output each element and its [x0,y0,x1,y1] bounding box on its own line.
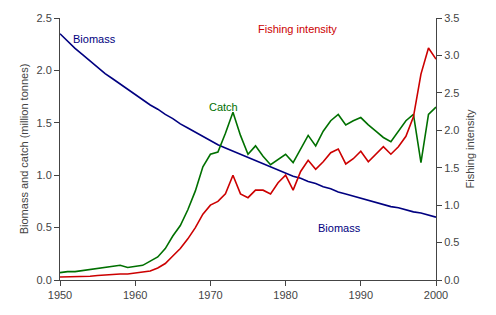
svg-text:0.0: 0.0 [444,274,459,286]
svg-text:1960: 1960 [123,289,147,301]
svg-text:Fishing intensity: Fishing intensity [258,23,337,35]
svg-text:2.5: 2.5 [37,12,52,24]
svg-text:1.0: 1.0 [444,199,459,211]
svg-text:1990: 1990 [349,289,373,301]
svg-text:3.0: 3.0 [444,49,459,61]
svg-text:Fishing intensity: Fishing intensity [464,109,476,188]
svg-text:1980: 1980 [273,289,297,301]
svg-text:0.5: 0.5 [444,236,459,248]
svg-text:1950: 1950 [48,289,72,301]
svg-text:Biomass and catch (million ton: Biomass and catch (million tonnes) [18,64,30,235]
svg-text:Biomass: Biomass [73,33,116,45]
svg-text:2000: 2000 [424,289,448,301]
svg-text:1.5: 1.5 [444,162,459,174]
svg-text:2.5: 2.5 [444,87,459,99]
svg-text:1.0: 1.0 [37,169,52,181]
svg-text:2.0: 2.0 [37,64,52,76]
svg-text:1970: 1970 [198,289,222,301]
svg-text:1.5: 1.5 [37,117,52,129]
svg-text:0.0: 0.0 [37,274,52,286]
svg-text:Catch: Catch [209,101,238,113]
svg-text:Biomass: Biomass [318,222,361,234]
svg-text:2.0: 2.0 [444,124,459,136]
svg-text:0.5: 0.5 [37,221,52,233]
svg-text:3.5: 3.5 [444,12,459,24]
